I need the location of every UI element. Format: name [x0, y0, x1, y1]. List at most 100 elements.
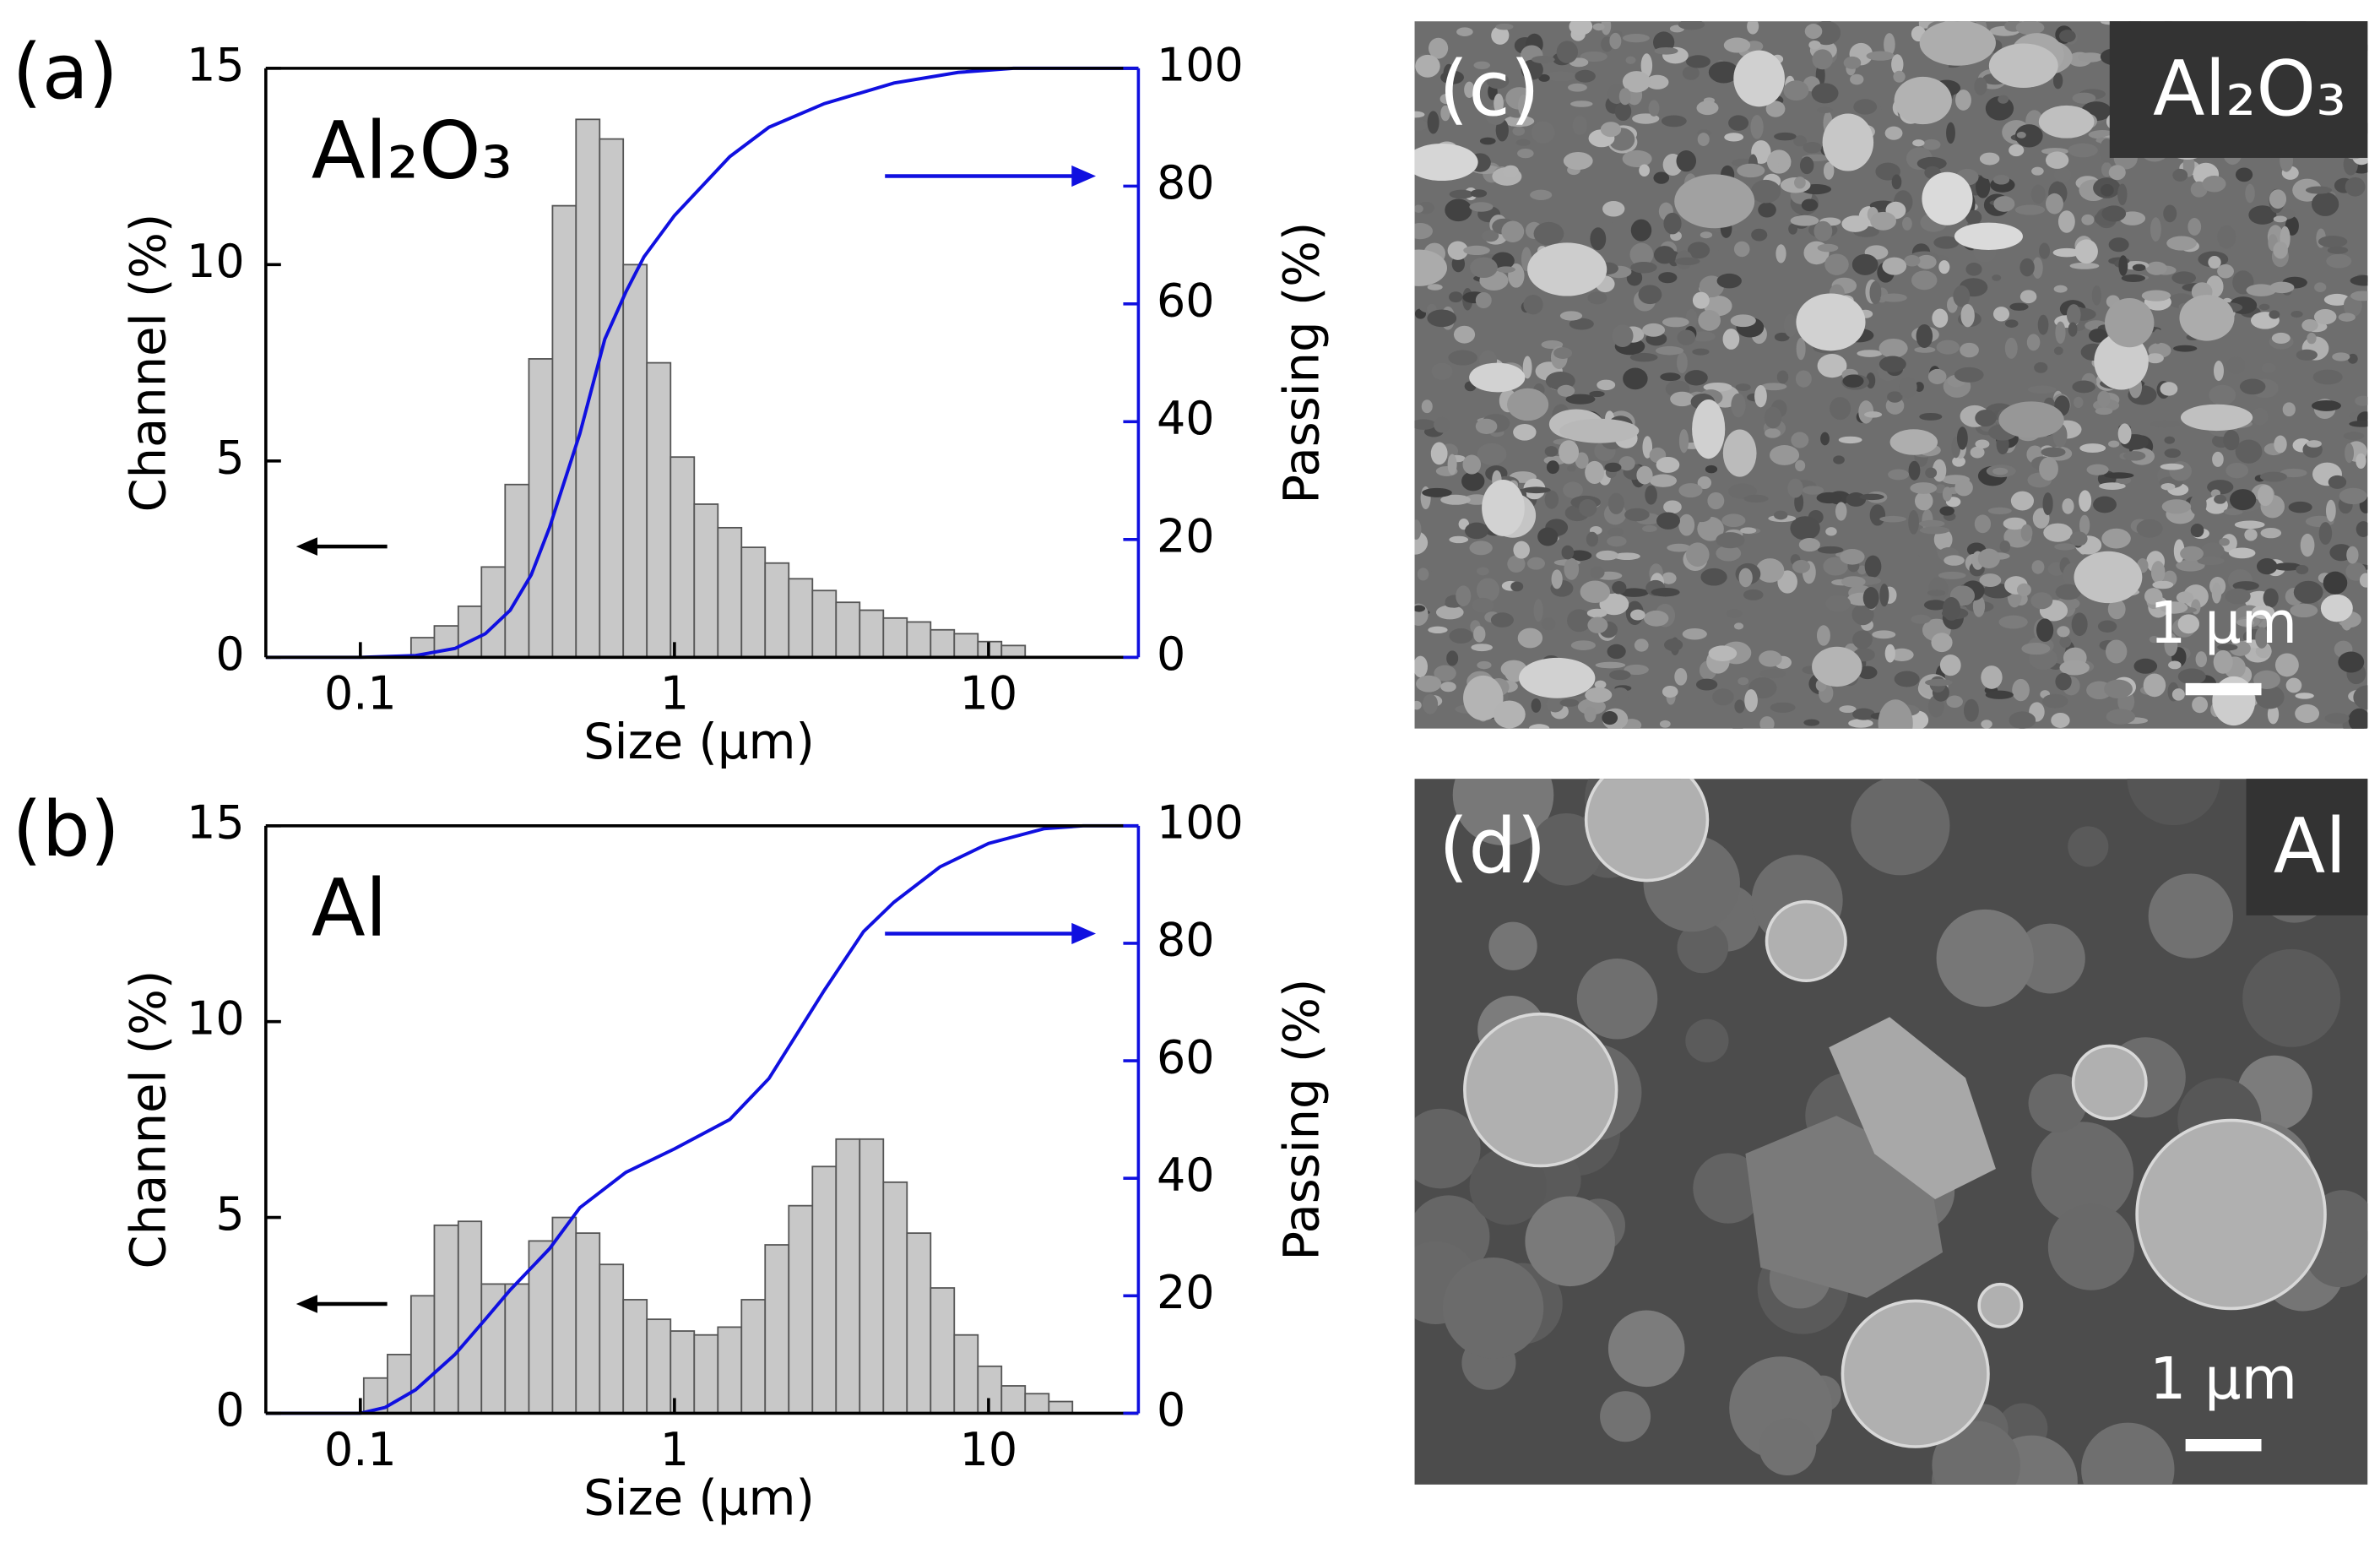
grain: [1538, 73, 1550, 82]
grain: [1773, 510, 1788, 520]
grain: [1569, 318, 1594, 330]
grain: [1743, 494, 1769, 503]
grain: [1716, 273, 1742, 289]
grain: [1422, 487, 1452, 497]
bar: [646, 1318, 672, 1415]
grain: [1755, 558, 1785, 583]
grain: [2350, 275, 2368, 286]
grain: [1816, 492, 1842, 504]
grain: [1512, 126, 1526, 136]
grain: [1469, 362, 1526, 393]
grain: [1661, 572, 1677, 584]
grain: [2345, 443, 2355, 464]
grain: [1932, 308, 1949, 328]
grain: [2133, 658, 2158, 674]
grain: [1636, 465, 1653, 485]
grain: [1891, 174, 1902, 190]
grain: [2055, 321, 2066, 344]
grain: [1461, 471, 1485, 492]
grain: [1872, 630, 1896, 639]
annotation: Al₂O₃: [312, 106, 512, 198]
grain: [2074, 396, 2084, 409]
grain: [1733, 622, 1744, 630]
grain: [2257, 485, 2274, 507]
grain: [1938, 571, 1966, 579]
grain: [2042, 492, 2053, 516]
sphere: [1600, 1391, 1651, 1442]
grain: [1677, 351, 1688, 373]
grain: [2034, 361, 2048, 373]
grain: [1661, 115, 1687, 128]
grain: [1604, 462, 1622, 473]
grain: [2217, 225, 2236, 249]
y-tick-label: 0: [215, 627, 244, 681]
bar: [409, 1295, 436, 1415]
grain: [1568, 83, 1587, 92]
grain: [1607, 535, 1627, 547]
y2-tick-label: 20: [1157, 1266, 1215, 1319]
grain: [1530, 189, 1553, 200]
grain: [1727, 483, 1757, 499]
grain: [2258, 303, 2270, 311]
grain: [2246, 284, 2277, 296]
grain: [1697, 516, 1724, 541]
grain: [1475, 292, 1492, 309]
grain: [1712, 688, 1734, 706]
grain: [1823, 161, 1835, 180]
grain: [1469, 540, 1493, 556]
grain: [2117, 183, 2128, 206]
grain: [2097, 390, 2111, 408]
grain: [2118, 255, 2128, 276]
grain: [1590, 566, 1605, 579]
bar: [740, 546, 767, 659]
grain: [1630, 609, 1645, 621]
grain: [1449, 535, 1469, 544]
grain: [1463, 245, 1490, 256]
grain: [1927, 368, 1947, 384]
grain: [1979, 152, 2000, 166]
grain: [2180, 546, 2204, 562]
grain: [2345, 177, 2366, 197]
grain: [2015, 21, 2045, 35]
grain: [2350, 291, 2368, 301]
grain: [1731, 721, 1745, 729]
grain: [2095, 407, 2113, 416]
grain: [1963, 698, 1979, 722]
bar: [740, 1299, 767, 1415]
grain: [1842, 374, 1864, 388]
grain: [2046, 193, 2063, 215]
grain: [1993, 196, 2015, 212]
grain: [1932, 459, 1947, 482]
grain: [1653, 246, 1676, 264]
grain: [1922, 171, 1973, 225]
grain: [1677, 329, 1696, 345]
grain: [2217, 263, 2234, 279]
grain: [2004, 337, 2018, 359]
arrow-head: [295, 537, 317, 556]
grain: [1624, 508, 1650, 522]
grain: [1998, 615, 2028, 629]
y2-tick-label: 40: [1157, 1149, 1215, 1202]
grain: [2043, 523, 2073, 542]
grain: [1817, 625, 1830, 646]
bar: [1000, 644, 1027, 659]
grain: [1643, 610, 1669, 627]
grain: [1922, 139, 1941, 150]
grain: [2325, 499, 2336, 522]
grain: [1716, 532, 1745, 549]
grain: [1622, 149, 1652, 168]
y2-tick-label: 40: [1157, 392, 1215, 445]
grain: [2164, 448, 2182, 459]
sphere: [1525, 1196, 1615, 1287]
grain: [2038, 105, 2095, 139]
grain: [1639, 164, 1651, 177]
grain: [1634, 638, 1649, 652]
grain: [1988, 43, 2058, 89]
grain: [1611, 687, 1629, 702]
grain: [1477, 660, 1492, 670]
sphere: [1530, 812, 1603, 886]
grain: [2244, 529, 2258, 541]
grain: [2260, 527, 2282, 539]
passing-line: [265, 66, 1139, 660]
grain: [2068, 322, 2078, 337]
